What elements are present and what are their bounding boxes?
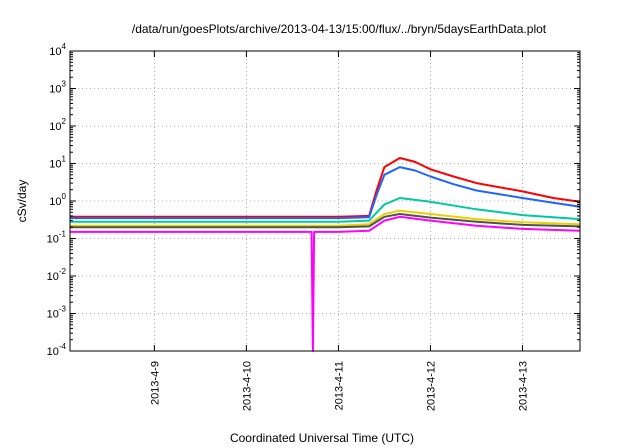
y-tick-label: 100 — [49, 192, 66, 208]
x-ticks: 2013-4-9 2013-4-10 2013-4-11 2013-4-12 2013-… — [149, 51, 529, 411]
series-line-5 — [70, 213, 581, 229]
y-tick-label: 10-3 — [47, 305, 67, 321]
y-tick-label: 10-2 — [47, 267, 67, 283]
grid — [70, 51, 580, 351]
y-tick-label: 103 — [49, 80, 66, 96]
series-line-4 — [70, 209, 581, 227]
series-line-1 — [70, 157, 581, 218]
y-axis-label: cSv/day — [15, 180, 29, 223]
series-group — [70, 157, 581, 352]
series-line-3 — [70, 197, 581, 223]
x-tick-label: 2013-4-10 — [241, 361, 253, 411]
y-ticks: 10-4 10-3 10-2 10-1 100 101 102 103 104 — [47, 42, 580, 358]
y-tick-label: 104 — [49, 42, 66, 58]
x-tick-label: 2013-4-11 — [333, 361, 345, 410]
series-line-6 — [70, 215, 581, 352]
y-tick-label: 10-4 — [47, 342, 67, 358]
x-axis-label: Coordinated Universal Time (UTC) — [230, 431, 414, 445]
chart-title: /data/run/goesPlots/archive/2013-04-13/1… — [132, 22, 547, 36]
x-tick-label: 2013-4-12 — [425, 361, 437, 411]
y-tick-label: 101 — [49, 155, 66, 171]
x-tick-label: 2013-4-13 — [517, 361, 529, 411]
y-tick-label: 102 — [49, 117, 66, 133]
x-tick-label: 2013-4-9 — [149, 361, 161, 405]
y-tick-label: 10-1 — [47, 230, 67, 246]
series-line-2 — [70, 166, 581, 220]
